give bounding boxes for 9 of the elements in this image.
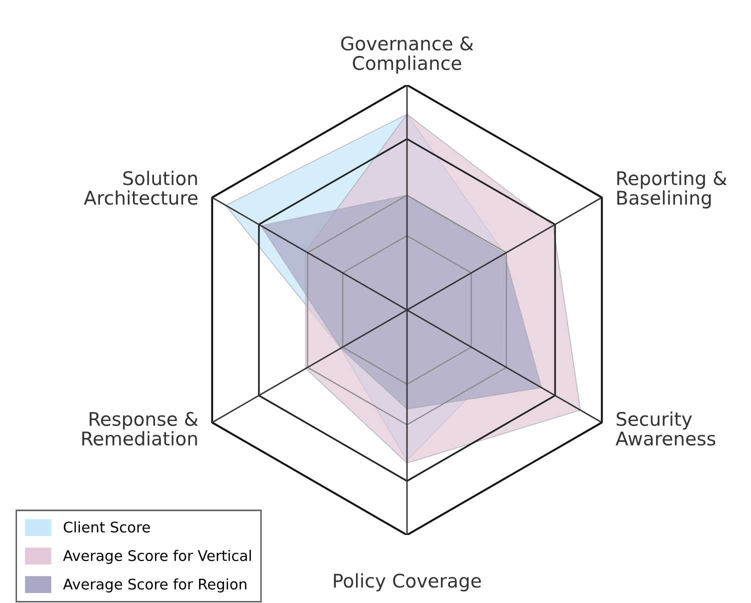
spoke-label: Solution Architecture (84, 170, 198, 205)
legend-label: Average Score for Region (63, 578, 246, 592)
spoke-label: Policy Coverage (334, 573, 481, 592)
spoke-label: Reporting & Baselining (617, 170, 727, 208)
spoke-label: Response & Remediation (82, 412, 198, 446)
legend-label: Client Score (64, 521, 150, 533)
spoke-label: Governance & Compliance (341, 36, 474, 74)
spoke-label: Security Awareness (616, 412, 716, 446)
legend-label: Average Score for Vertical (63, 550, 251, 564)
